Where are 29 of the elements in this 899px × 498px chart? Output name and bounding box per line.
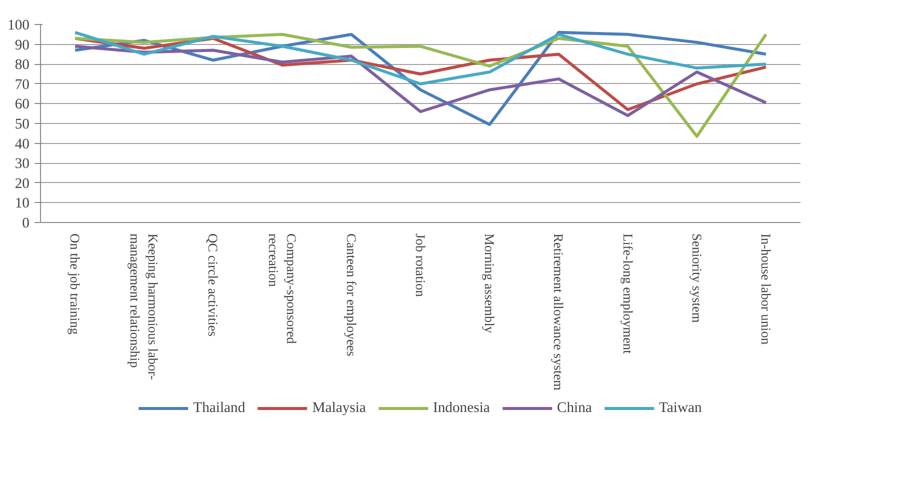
x-tick-label: In-house labor union [758, 234, 774, 345]
y-tick-label: 100 [8, 18, 30, 34]
x-tick-label: Company-sponsored recreation [266, 234, 299, 344]
legend-label: China [556, 400, 592, 416]
x-tick-label: Keeping harmonious labor-management relationship [128, 234, 161, 380]
x-tick-label: Morning assembly [482, 234, 498, 334]
line-series [74, 30, 768, 86]
x-tick-label: Life-long employment [620, 234, 636, 354]
x-tick-label: Canteen for employees [344, 234, 359, 356]
y-tick-label: 80 [14, 57, 30, 74]
y-tick-label: 20 [14, 176, 30, 192]
y-tick-label: 0 [22, 216, 30, 232]
legend-label: Thailand [193, 400, 246, 416]
y-tick-label: 90 [14, 37, 30, 54]
x-tick-label: QC circle activities [206, 234, 221, 336]
x-tick-label: Job rotation [413, 234, 428, 298]
y-tick-label: 70 [14, 76, 30, 93]
legend-label: Taiwan [658, 400, 702, 416]
y-tick-label: 10 [14, 196, 30, 212]
legend-label: Indonesia [432, 400, 490, 416]
y-tick-label: 30 [14, 156, 30, 172]
y-tick-label: 60 [14, 96, 30, 113]
y-tick-label: 50 [14, 116, 30, 132]
x-tick-label: Seniority system [689, 234, 704, 324]
legend-label: Malaysia [312, 400, 366, 416]
y-tick-label: 40 [14, 136, 30, 152]
x-tick-label: Retirement allowance system [551, 234, 566, 392]
line-series [74, 44, 768, 118]
x-tick-label: On the job training [68, 234, 83, 335]
